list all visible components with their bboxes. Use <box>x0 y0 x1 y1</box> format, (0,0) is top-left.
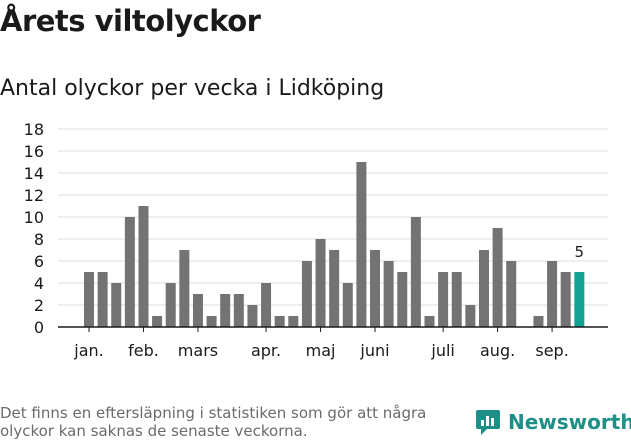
bar <box>560 272 571 327</box>
y-tick-label: 14 <box>24 164 44 183</box>
bar <box>315 239 326 327</box>
x-tick-label: juni <box>359 341 389 360</box>
x-tick-label: apr. <box>251 341 281 360</box>
y-tick-label: 10 <box>24 208 44 227</box>
bar <box>138 206 149 327</box>
bar <box>288 316 299 327</box>
bar <box>111 283 122 327</box>
bar <box>370 250 381 327</box>
bar <box>356 162 367 327</box>
x-tick-label: jan. <box>73 341 103 360</box>
bar <box>383 261 394 327</box>
bar <box>179 250 190 327</box>
brand-name: Newsworthy <box>508 410 631 434</box>
x-tick-label: feb. <box>128 341 159 360</box>
bar <box>124 217 135 327</box>
bar <box>506 261 517 327</box>
y-tick-label: 0 <box>34 318 44 337</box>
bar <box>478 250 489 327</box>
bar <box>192 294 203 327</box>
data-label-latest: 5 <box>575 243 585 261</box>
bar <box>220 294 231 327</box>
bar <box>84 272 94 327</box>
bar <box>206 316 217 327</box>
y-tick-label: 2 <box>34 296 44 315</box>
bar <box>465 305 476 327</box>
x-axis-ticks: jan. feb. mars apr. maj juni juli aug. sep. <box>73 327 569 360</box>
bar <box>547 261 558 327</box>
bar <box>233 294 244 327</box>
bar <box>247 305 258 327</box>
bar-highlight <box>574 272 585 327</box>
bar <box>451 272 462 327</box>
chart-subtitle: Antal olyckor per vecka i Lidköping <box>0 76 385 101</box>
x-tick-label: sep. <box>535 341 568 360</box>
bar <box>152 316 163 327</box>
y-tick-label: 6 <box>34 252 44 271</box>
bar <box>410 217 421 327</box>
bar <box>165 283 176 327</box>
newsworthy-logo-icon <box>476 410 500 435</box>
footnote: Det finns en eftersläpning i statistiken… <box>0 404 427 440</box>
y-tick-label: 8 <box>34 230 44 249</box>
bar <box>492 228 503 327</box>
data-labels: 5 <box>575 243 585 261</box>
y-tick-label: 12 <box>24 186 44 205</box>
newsworthy-logo[interactable]: Newsworthy <box>475 407 631 437</box>
x-tick-label: mars <box>178 341 218 360</box>
x-tick-label: aug. <box>480 341 515 360</box>
grid-lines <box>58 128 608 306</box>
bar <box>97 272 108 327</box>
bar <box>424 316 435 327</box>
bar <box>301 261 312 327</box>
x-tick-label: maj <box>306 341 336 360</box>
y-axis-ticks: 0 2 4 6 8 10 12 14 16 18 <box>24 120 44 337</box>
bar <box>533 316 544 327</box>
y-tick-label: 16 <box>24 142 44 161</box>
bar <box>342 283 353 327</box>
bar <box>329 250 340 327</box>
bars <box>84 162 585 327</box>
bar <box>438 272 449 327</box>
bar <box>261 283 272 327</box>
bar <box>274 316 285 327</box>
y-tick-label: 4 <box>34 274 44 293</box>
y-tick-label: 18 <box>24 120 44 139</box>
bar <box>397 272 408 327</box>
chart-title: Årets viltolyckor <box>0 4 261 38</box>
x-tick-label: juli <box>430 341 454 360</box>
